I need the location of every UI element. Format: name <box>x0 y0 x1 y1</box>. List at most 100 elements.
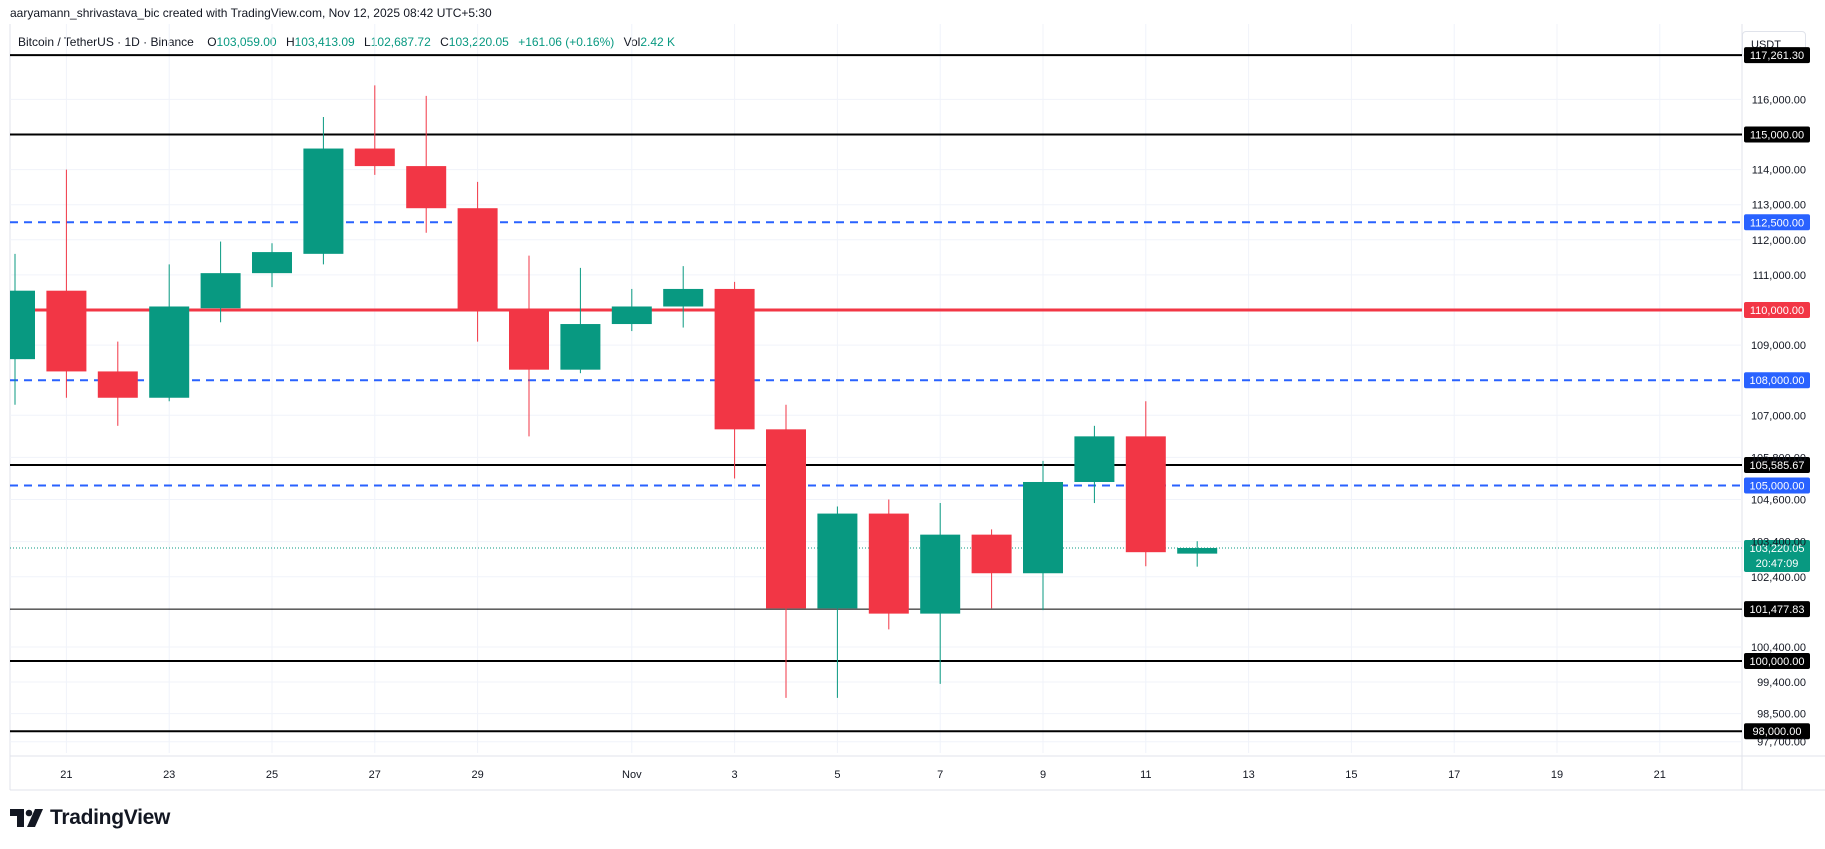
candle-body <box>97 371 138 398</box>
open-value: 103,059.00 <box>216 35 277 49</box>
price-tick-label: 105,800.00 <box>1751 452 1806 464</box>
horizontal-levels: 117,261.30 115,000.00 112,500.00 110,000.00… <box>10 47 1810 740</box>
time-tick-label: 3 <box>732 769 738 781</box>
price-tick-label: 116,000.00 <box>1752 94 1806 106</box>
candle-body <box>149 306 190 398</box>
countdown-label: 20:47:09 <box>1756 558 1799 570</box>
close-label: C <box>440 35 449 49</box>
candle-body <box>920 534 961 614</box>
level-label-bg <box>1744 653 1810 669</box>
time-tick-label: Nov <box>622 769 642 781</box>
time-tick-label: 7 <box>937 769 943 781</box>
time-tick-label: 25 <box>266 769 278 781</box>
level-label-bg <box>1744 47 1810 64</box>
candle-body <box>663 288 704 307</box>
candle-body <box>766 429 806 609</box>
price-tick-label: 112,000.00 <box>1752 235 1806 247</box>
level-label: 105,000.00 <box>1749 481 1804 493</box>
price-tick-label: 113,000.00 <box>1752 200 1806 212</box>
level-label: 105,585.67 <box>1749 460 1804 472</box>
candle-body <box>457 208 498 310</box>
level-label-bg <box>1744 477 1810 494</box>
last-price-label-bg <box>1744 539 1810 572</box>
level-label: 117,261.30 <box>1750 50 1804 62</box>
price-tick-label: 103,400.00 <box>1751 537 1806 549</box>
chart-attribution: aaryamann_shrivastava_bic created with T… <box>10 6 492 20</box>
price-axis: 116,000.00 114,000.00 113,000.00 112,000.00… <box>1751 94 1806 748</box>
level-label: 98,000.00 <box>1753 726 1802 738</box>
candle-body <box>560 324 601 370</box>
candle-body <box>611 306 652 325</box>
time-tick-label: 29 <box>471 769 483 781</box>
candle-body <box>971 534 1012 574</box>
time-tick-label: 27 <box>369 769 381 781</box>
candle-body <box>10 290 35 360</box>
low-label: L <box>364 35 371 49</box>
time-tick-label: 21 <box>60 769 72 781</box>
candle-body <box>1125 436 1166 553</box>
price-tick-label: 99,400.00 <box>1757 677 1806 689</box>
candle-body <box>406 166 447 209</box>
time-tick-label: 11 <box>1140 769 1151 781</box>
level-label-bg <box>1744 456 1810 473</box>
candle-body <box>1074 436 1115 482</box>
chart-grid <box>9 24 1825 791</box>
level-label: 108,000.00 <box>1749 375 1804 387</box>
last-price-label: 103,220.05 <box>1749 543 1804 555</box>
time-tick-label: 15 <box>1345 769 1357 781</box>
open-label: O <box>207 35 217 49</box>
brand-name: TradingView <box>50 806 171 829</box>
candle-body <box>868 513 909 614</box>
level-label-bg <box>1744 214 1810 231</box>
time-tick-label: 21 <box>1654 769 1666 781</box>
level-label: 115,000.00 <box>1750 130 1804 142</box>
symbol-legend: Bitcoin / TetherUS · 1D · Binance O103,0… <box>18 35 675 49</box>
level-label: 112,500.00 <box>1750 217 1804 229</box>
level-label: 110,000.00 <box>1750 305 1804 317</box>
level-label: 101,477.83 <box>1749 604 1804 616</box>
candle-body <box>252 252 292 274</box>
candle-body <box>303 148 344 254</box>
level-label-bg <box>1744 723 1810 740</box>
price-tick-label: 111,000.00 <box>1753 270 1806 282</box>
candle-body <box>1023 481 1063 574</box>
level-label-bg <box>1744 372 1810 389</box>
level-label-bg <box>1744 126 1810 143</box>
symbol-title[interactable]: Bitcoin / TetherUS · 1D · Binance <box>18 35 194 49</box>
price-tick-label: 102,400.00 <box>1751 572 1806 584</box>
high-label: H <box>285 35 295 49</box>
change-value: +161.06 (+0.16%) <box>518 35 615 49</box>
price-tick-label: 114,000.00 <box>1752 165 1806 177</box>
price-tick-label: 109,000.00 <box>1751 340 1806 352</box>
price-tick-label: 98,500.00 <box>1757 709 1806 721</box>
time-axis: 21 23 25 27 29 Nov 3 5 7 9 11 13 15 17 19 21 <box>60 769 1666 781</box>
high-value: 103,413.09 <box>294 35 355 49</box>
level-label-bg <box>1744 302 1810 318</box>
time-tick-label: 17 <box>1448 769 1460 781</box>
tradingview-logo-icon <box>10 809 43 827</box>
candle-body <box>1177 547 1218 554</box>
price-tick-label: 97,700.00 <box>1757 737 1806 749</box>
price-tick-label: 107,000.00 <box>1751 410 1806 422</box>
level-label-bg <box>1744 601 1810 618</box>
low-value: 102,687.72 <box>370 35 431 49</box>
time-tick-label: 9 <box>1040 769 1046 781</box>
close-value: 103,220.05 <box>448 35 509 49</box>
candle-body <box>354 148 395 167</box>
time-tick-label: 23 <box>163 769 175 781</box>
time-tick-label: 5 <box>834 769 840 781</box>
candle-body <box>200 273 241 309</box>
candle-body <box>714 288 755 430</box>
candle-body <box>46 290 87 372</box>
price-chart[interactable]: 117,261.30 115,000.00 112,500.00 110,000.00… <box>0 0 1825 800</box>
time-tick-label: 19 <box>1551 769 1563 781</box>
tradingview-brand[interactable]: TradingView <box>10 806 170 830</box>
candlesticks <box>10 85 1218 698</box>
time-tick-label: 13 <box>1242 769 1254 781</box>
level-label: 100,000.00 <box>1749 656 1804 668</box>
price-tick-label: 104,600.00 <box>1751 495 1806 507</box>
vol-value: 2.42 K <box>640 35 676 49</box>
candle-body <box>817 513 858 609</box>
price-tick-label: 100,400.00 <box>1751 642 1806 654</box>
candle-body <box>509 310 549 370</box>
